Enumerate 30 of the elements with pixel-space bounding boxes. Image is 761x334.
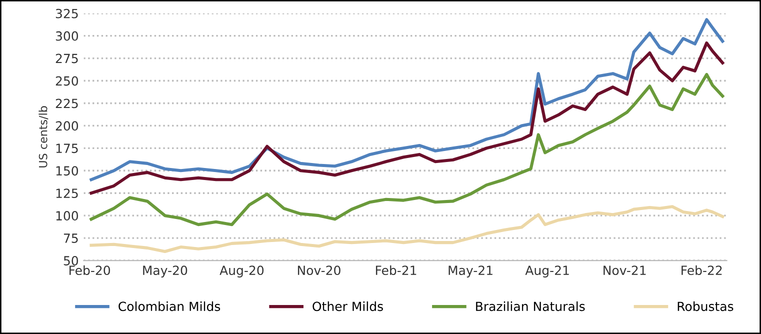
- line-series: [90, 41, 724, 195]
- y-tick-label: 300: [56, 31, 78, 41]
- y-tick-label: 250: [56, 76, 78, 86]
- y-tick-label: 125: [56, 188, 78, 198]
- y-tick-label: 275: [56, 54, 78, 64]
- y-axis-title: US cents/lb: [38, 106, 48, 168]
- y-tick-label: 75: [64, 234, 78, 243]
- x-tick-label: Feb-22: [682, 265, 722, 276]
- y-tick-label: 325: [56, 8, 78, 18]
- x-tick-label: Aug-21: [525, 266, 569, 278]
- line-series: [90, 18, 724, 182]
- x-tick-label: Nov-21: [604, 266, 646, 276]
- y-tick-label: 150: [56, 166, 78, 176]
- y-tick-label: 50: [64, 256, 78, 266]
- x-tick-label: Aug-20: [220, 266, 264, 278]
- legend-label: Brazilian Naturals: [476, 301, 585, 312]
- y-tick-label: 225: [56, 98, 78, 108]
- line-series: [90, 205, 724, 254]
- x-tick-label: Feb-21: [376, 265, 416, 276]
- legend-label: Other Milds: [312, 301, 383, 312]
- legend-label: Robustas: [678, 301, 734, 312]
- line-series: [90, 72, 724, 226]
- y-tick-label: 175: [56, 144, 78, 154]
- legend-label: Colombian Milds: [118, 301, 220, 312]
- y-tick-label: 100: [56, 211, 78, 221]
- y-tick-label: 200: [56, 121, 78, 131]
- x-tick-label: May-21: [448, 266, 492, 278]
- x-tick-label: Nov-20: [298, 266, 340, 276]
- x-tick-label: Feb-20: [70, 265, 110, 276]
- x-tick-label: May-20: [143, 266, 188, 278]
